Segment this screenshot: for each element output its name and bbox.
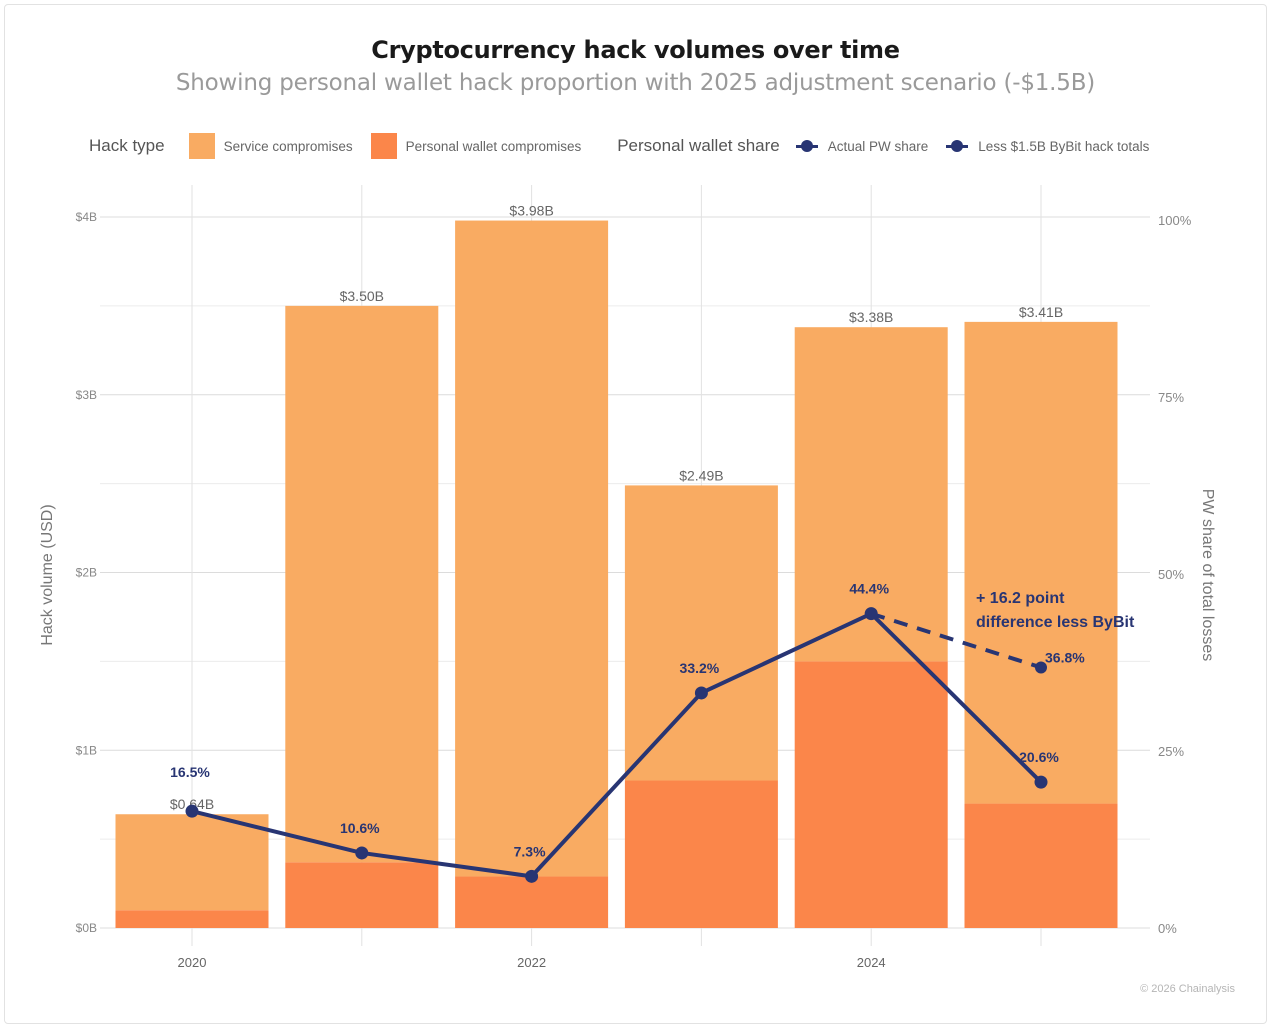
x-tick-label: 2022: [517, 955, 546, 970]
y-tick-label: $1B: [76, 743, 97, 757]
bar-personal-wallet: [115, 910, 269, 928]
legend-item-service[interactable]: Service compromises: [188, 133, 353, 159]
y-axis-title: Hack volume (USD): [39, 504, 56, 645]
point-actual-pw-share: [864, 607, 878, 621]
bar-service: [455, 220, 609, 877]
x-tick-label: 2024: [857, 955, 886, 970]
y2-tick-label: 50%: [1158, 567, 1184, 582]
bar-total-label: $3.98B: [509, 203, 553, 219]
y-tick-label: $2B: [76, 566, 97, 580]
y-tick-label: $0B: [76, 921, 97, 935]
point-label-less-bybit: 36.8%: [1045, 649, 1085, 665]
bar-personal-wallet: [455, 876, 609, 928]
legend-item-less-bybit[interactable]: Less $1.5B ByBit hack totals: [946, 139, 1149, 154]
point-label-actual-pw: 44.4%: [849, 581, 889, 597]
chart-title: Cryptocurrency hack volumes over time: [371, 36, 900, 64]
bar-total-label: $3.41B: [1019, 304, 1063, 320]
point-label-actual-pw: 16.5%: [170, 764, 210, 780]
annotation-text: + 16.2 point: [976, 590, 1065, 607]
y2-tick-label: 0%: [1158, 921, 1177, 936]
point-label-actual-pw: 33.2%: [680, 660, 720, 676]
legend-item-personal-wallet[interactable]: Personal wallet compromises: [370, 133, 582, 159]
legend-label: Actual PW share: [827, 138, 929, 154]
legend: Hack type Service compromises Personal w…: [89, 132, 1167, 160]
point-actual-pw-share: [525, 869, 539, 883]
chart-subtitle: Showing personal wallet hack proportion …: [175, 70, 1096, 96]
legend-group-hack-type: Hack type: [89, 136, 165, 155]
legend-label: Service compromises: [223, 138, 353, 154]
bar-total-label: $3.38B: [849, 309, 893, 325]
point-actual-pw-share: [185, 804, 199, 818]
point-actual-pw-share: [355, 846, 369, 860]
y2-tick-label: 100%: [1158, 213, 1192, 228]
legend-group-pw-share: Personal wallet share: [617, 136, 780, 155]
legend-item-actual-pw[interactable]: Actual PW share: [795, 138, 929, 154]
x-tick-label: 2020: [178, 955, 207, 970]
bar-total-label: $0.64B: [170, 796, 214, 812]
line-marker-icon: [946, 140, 969, 152]
annotation-text: difference less ByBit: [976, 614, 1135, 631]
y2-axis-title: PW share of total losses: [1199, 489, 1216, 662]
y2-tick-label: 75%: [1158, 390, 1184, 405]
bar-service: [115, 814, 269, 911]
y-tick-label: $4B: [76, 210, 97, 224]
bar-total-label: $2.49B: [679, 467, 723, 483]
bar-service: [964, 321, 1118, 804]
service-swatch: [188, 133, 215, 159]
point-actual-pw-share: [1034, 775, 1048, 789]
pw-swatch: [370, 133, 397, 159]
legend-label: Personal wallet compromises: [405, 138, 582, 154]
point-label-actual-pw: 20.6%: [1019, 749, 1059, 765]
point-actual-pw-share: [694, 686, 708, 700]
copyright: © 2026 Chainalysis: [1140, 983, 1235, 995]
bar-service: [794, 327, 948, 662]
bar-service: [285, 305, 439, 863]
line-marker-icon: [795, 140, 818, 152]
y2-tick-label: 25%: [1158, 744, 1184, 759]
y-tick-label: $3B: [76, 388, 97, 402]
legend-label: Less $1.5B ByBit hack totals: [978, 138, 1150, 154]
chart-frame: [4, 4, 1267, 1024]
bar-personal-wallet: [794, 661, 948, 928]
point-label-actual-pw: 10.6%: [340, 820, 380, 836]
bar-total-label: $3.50B: [340, 288, 384, 304]
line-less-bybit: [870, 611, 1042, 670]
bar-personal-wallet: [624, 780, 778, 928]
line-actual-pw-share: [191, 611, 1043, 879]
point-less-bybit: [1035, 661, 1047, 674]
bar-personal-wallet: [285, 862, 439, 928]
point-label-actual-pw: 7.3%: [514, 843, 546, 859]
bar-personal-wallet: [964, 803, 1118, 928]
bar-service: [624, 485, 778, 781]
